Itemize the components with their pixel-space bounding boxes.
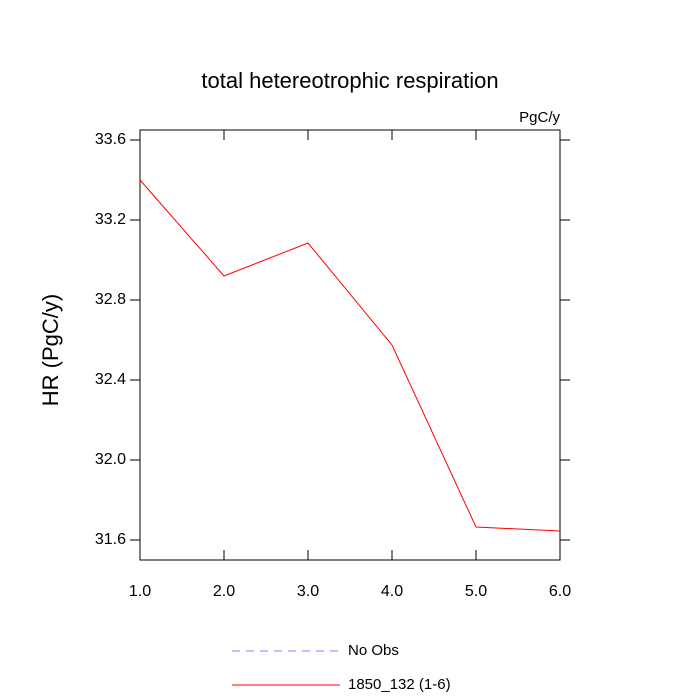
y-tick-label: 33.6 <box>95 131 126 148</box>
x-tick-label: 5.0 <box>465 583 487 600</box>
x-tick-label: 2.0 <box>213 583 235 600</box>
y-tick-label: 32.0 <box>95 451 126 468</box>
y-tick-label: 32.8 <box>95 291 126 308</box>
legend-label: No Obs <box>348 642 399 659</box>
y-axis-label: HR (PgC/y) <box>38 294 63 406</box>
y-tick-label: 33.2 <box>95 211 126 228</box>
chart-title: total hetereotrophic respiration <box>201 68 498 93</box>
y-tick-label: 32.4 <box>95 371 126 388</box>
legend-label: 1850_132 (1-6) <box>348 676 451 693</box>
y-tick-label: 31.6 <box>95 531 126 548</box>
units-label: PgC/y <box>519 109 560 126</box>
plot-frame <box>139 129 561 561</box>
data-line <box>139 179 561 532</box>
x-tick-label: 4.0 <box>381 583 403 600</box>
x-tick-label: 1.0 <box>129 583 151 600</box>
x-tick-label: 3.0 <box>297 583 319 600</box>
x-tick-label: 6.0 <box>549 583 571 600</box>
